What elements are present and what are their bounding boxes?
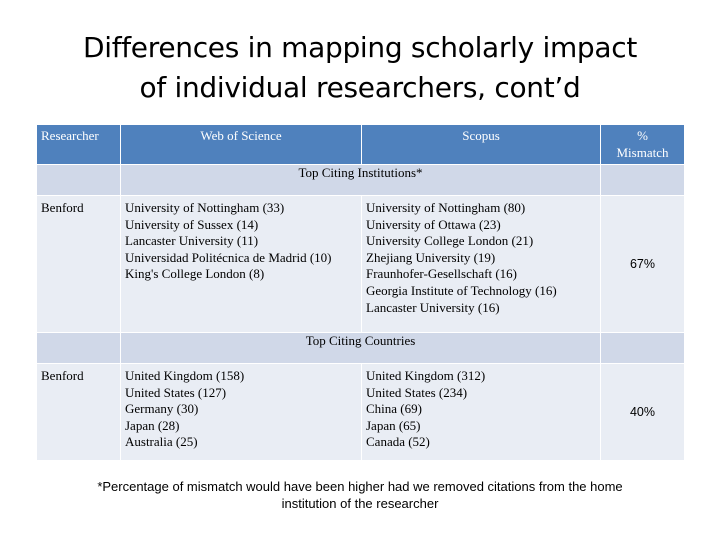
footnote-line-2: institution of the researcher <box>281 496 439 511</box>
slide-title: Differences in mapping scholarly impact … <box>0 28 720 108</box>
list-item: United States (127) <box>125 384 227 400</box>
section-label-institutions: Top Citing Institutions* <box>120 164 601 196</box>
footnote-line-1: *Percentage of mismatch would have been … <box>97 479 623 494</box>
list-item: Canada (52) <box>366 434 430 450</box>
list-item: Australia (25) <box>125 434 198 450</box>
wos-countries-list: United Kingdom (158) United States (127)… <box>120 363 362 461</box>
researcher-name: Benford <box>36 363 121 461</box>
comparison-table: Researcher Web of Science Scopus % Misma… <box>36 124 685 461</box>
header-scopus: Scopus <box>361 124 601 165</box>
section-label-countries: Top Citing Countries <box>120 332 601 364</box>
list-item: Lancaster University (16) <box>366 299 500 315</box>
section-band-countries: Top Citing Countries <box>36 332 685 364</box>
list-item: United Kingdom (158) <box>125 368 245 383</box>
scopus-countries-list: United Kingdom (312) United States (234)… <box>361 363 601 461</box>
slide-title-line-2: of individual researchers, cont’d <box>139 71 581 104</box>
list-item: Georgia Institute of Technology (16) <box>366 282 557 298</box>
table-row-institutions: Benford University of Nottingham (33) Un… <box>36 195 685 333</box>
header-row: Researcher Web of Science Scopus % Misma… <box>36 124 685 165</box>
mismatch-value: 40% <box>600 363 685 461</box>
list-item: University of Nottingham (80) <box>366 200 526 215</box>
slide-title-line-1: Differences in mapping scholarly impact <box>82 31 638 64</box>
list-item: Zhejiang University (19) <box>366 249 496 265</box>
header-web-of-science: Web of Science <box>120 124 362 165</box>
header-researcher: Researcher <box>36 124 121 165</box>
scopus-institutions-list: University of Nottingham (80) University… <box>361 195 601 333</box>
footnote: *Percentage of mismatch would have been … <box>0 478 720 512</box>
header-mismatch: % Mismatch <box>600 124 685 165</box>
list-item: Lancaster University (11) <box>125 233 259 249</box>
list-item: United Kingdom (312) <box>366 368 486 383</box>
list-item: Fraunhofer-Gesellschaft (16) <box>366 266 517 282</box>
list-item: Germany (30) <box>125 401 199 417</box>
header-mismatch-line-2: Mismatch <box>616 144 669 160</box>
mismatch-value: 67% <box>600 195 685 333</box>
section-band-institutions: Top Citing Institutions* <box>36 164 685 196</box>
list-item: Japan (28) <box>125 417 180 433</box>
table-row-countries: Benford United Kingdom (158) United Stat… <box>36 363 685 461</box>
list-item: University College London (21) <box>366 233 534 249</box>
list-item: Universidad Politécnica de Madrid (10) <box>125 249 332 265</box>
wos-institutions-list: University of Nottingham (33) University… <box>120 195 362 333</box>
list-item: Japan (65) <box>366 417 421 433</box>
list-item: University of Sussex (14) <box>125 216 259 232</box>
researcher-name: Benford <box>36 195 121 333</box>
list-item: University of Ottawa (23) <box>366 216 501 232</box>
header-mismatch-line-1: % <box>637 128 648 143</box>
list-item: King's College London (8) <box>125 266 265 282</box>
list-item: United States (234) <box>366 384 468 400</box>
list-item: University of Nottingham (33) <box>125 200 285 215</box>
list-item: China (69) <box>366 401 422 417</box>
